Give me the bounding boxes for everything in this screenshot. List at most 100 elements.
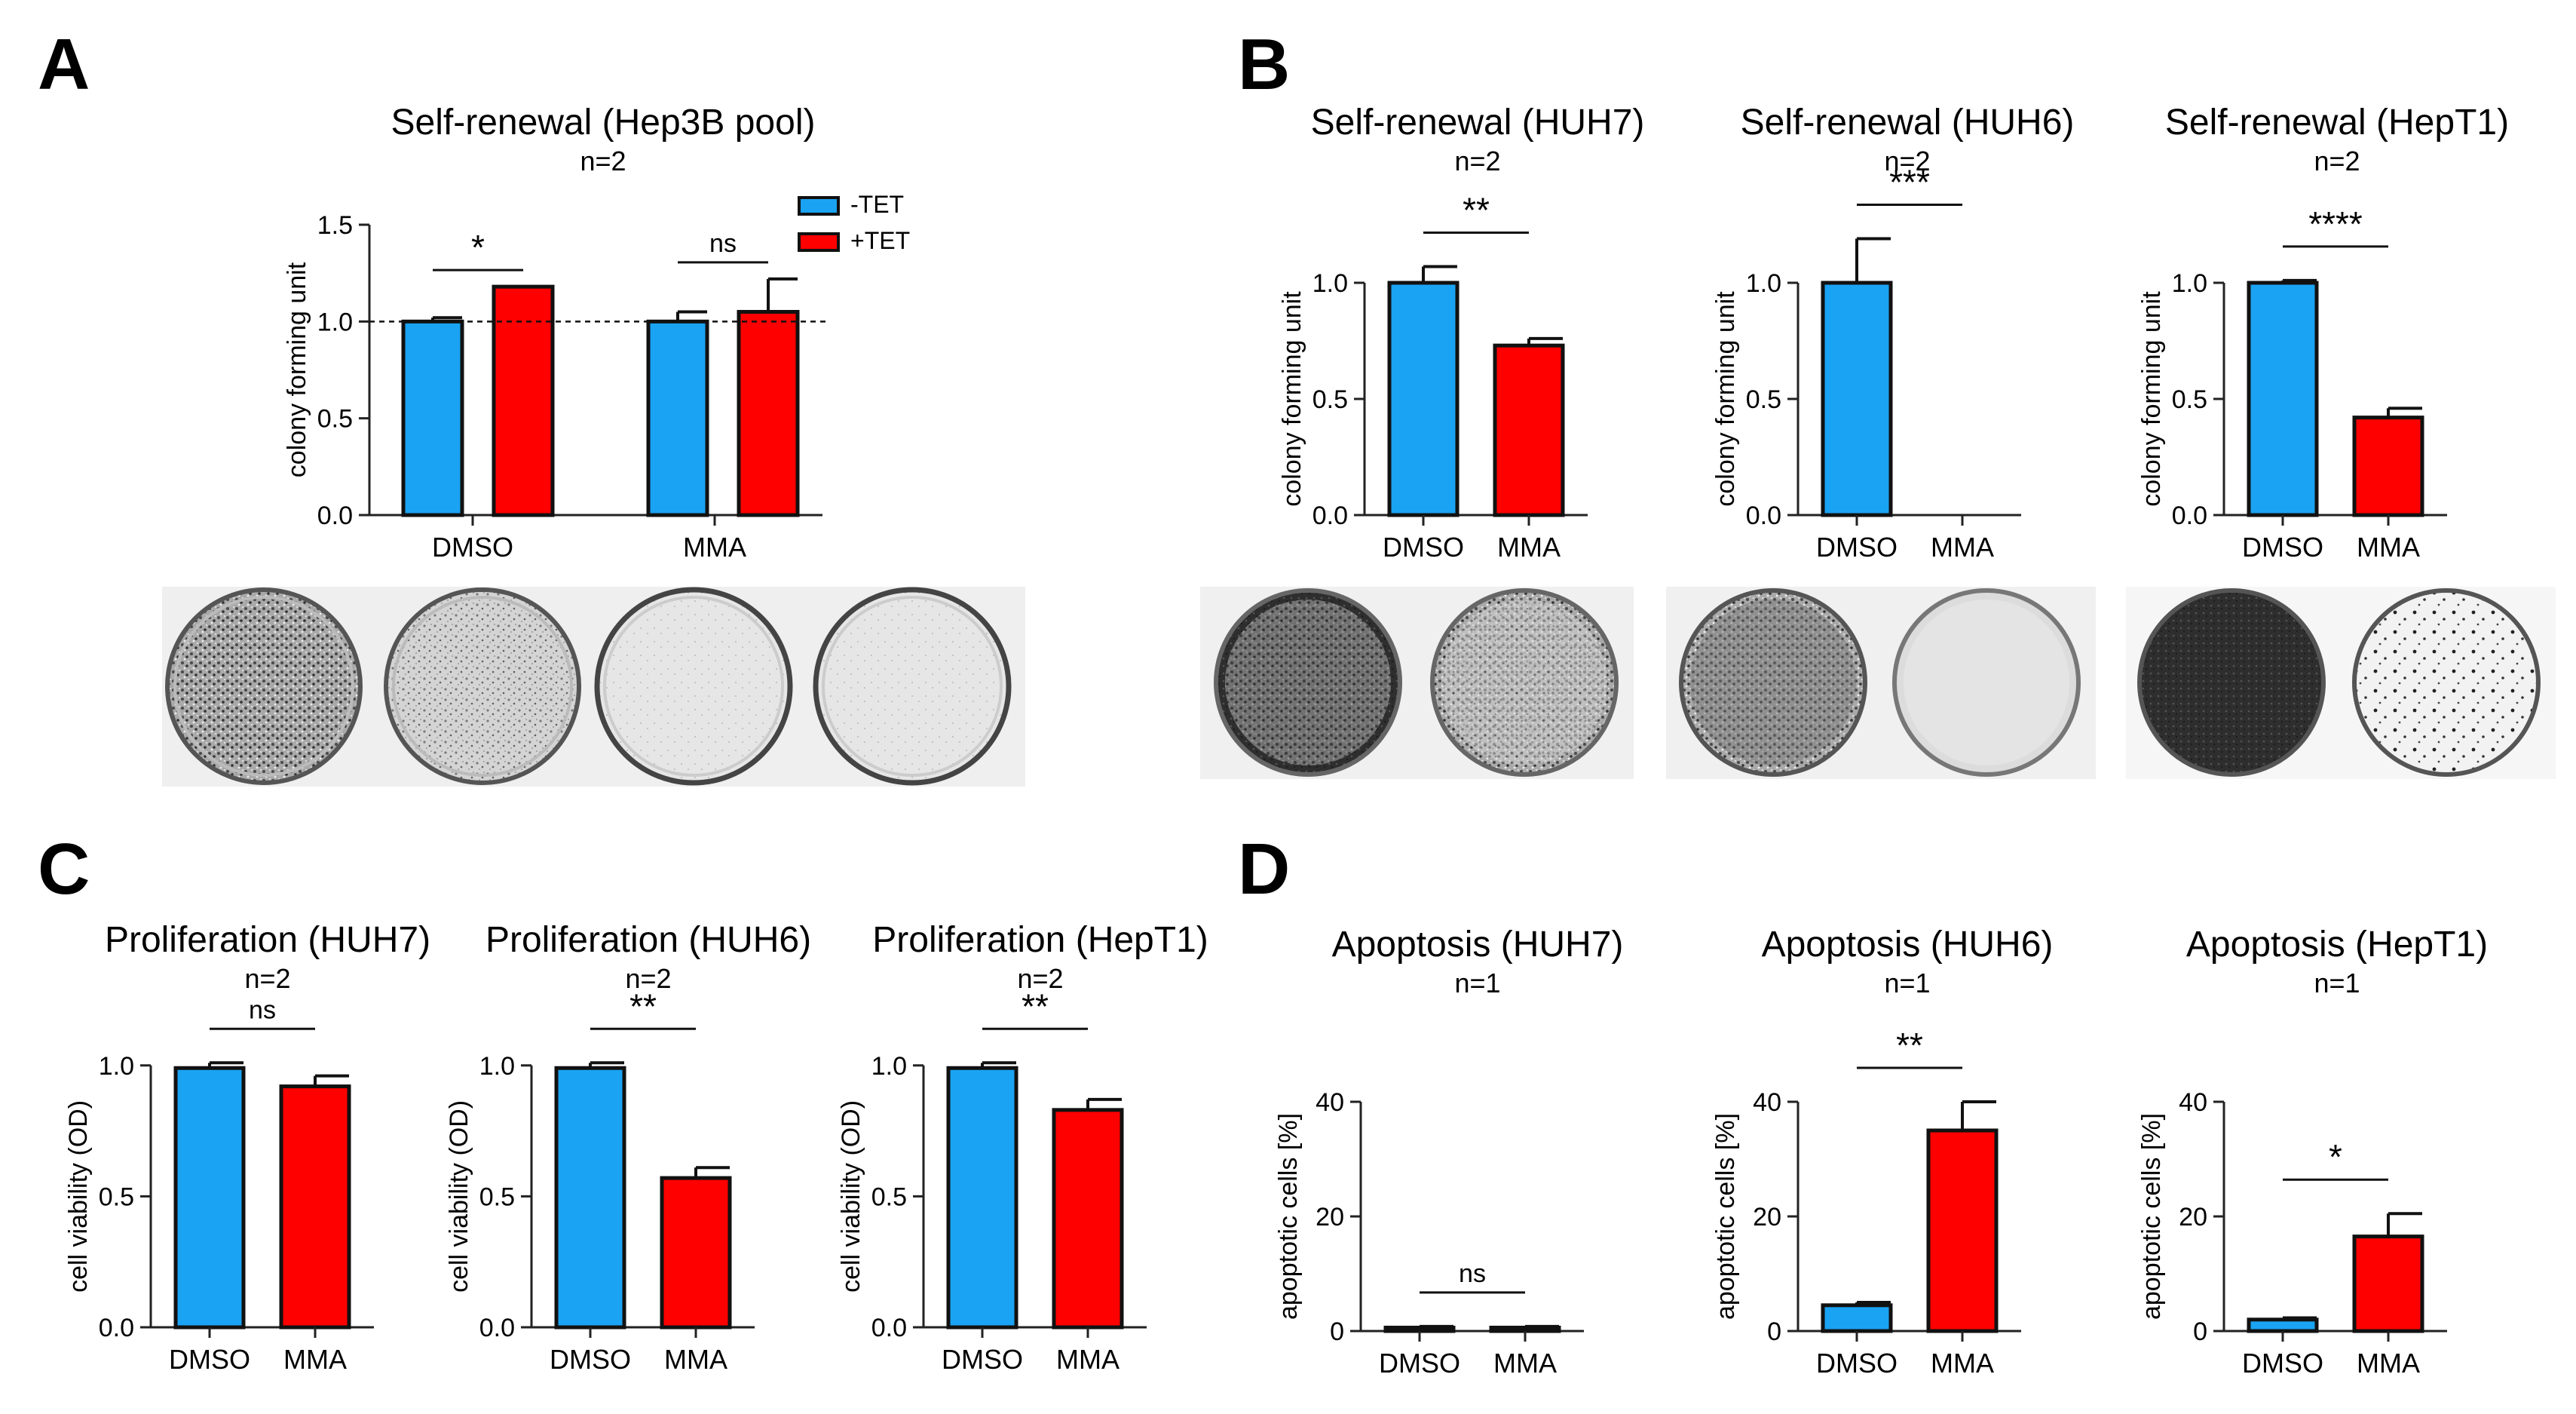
significance-marker: **: [629, 986, 657, 1026]
y-tick-label: 1.0: [1746, 269, 1781, 298]
bar: [1821, 1303, 1893, 1333]
y-tick-label: 0.0: [479, 1314, 515, 1342]
y-tick-label: 0.5: [317, 405, 353, 434]
x-tick-label: DMSO: [942, 1344, 1023, 1375]
legend-label: +TET: [850, 227, 910, 254]
chart-subtitle: n=2: [580, 146, 626, 176]
y-tick-label: 40: [1753, 1088, 1781, 1117]
chart-title: Proliferation (HUH7): [105, 920, 430, 960]
x-tick-label: MMA: [664, 1344, 727, 1375]
y-tick-label: 0: [2193, 1317, 2207, 1346]
significance-marker: ns: [249, 995, 276, 1024]
x-tick-label: DMSO: [432, 532, 513, 563]
y-axis-label: colony forming unit: [2137, 291, 2166, 507]
chart-subtitle: n=2: [244, 963, 290, 994]
x-tick-label: DMSO: [1379, 1348, 1460, 1379]
bar: [492, 284, 555, 517]
x-tick-label: MMA: [683, 532, 746, 563]
x-tick-label: MMA: [283, 1344, 347, 1375]
panel-letter-c: C: [38, 829, 90, 909]
legend-label: -TET: [850, 191, 904, 218]
bar: [1052, 1108, 1124, 1330]
bar: [946, 1066, 1018, 1330]
x-tick-label: DMSO: [1383, 532, 1464, 563]
x-tick-label: DMSO: [2242, 1348, 2323, 1379]
x-tick-label: MMA: [1056, 1344, 1120, 1375]
chart-subtitle: n=1: [1884, 968, 1930, 998]
bar: [737, 310, 800, 517]
x-tick-label: MMA: [2357, 532, 2420, 563]
bar: [1493, 343, 1565, 517]
chart-subtitle: n=1: [2314, 968, 2360, 998]
y-tick-label: 0.0: [99, 1314, 134, 1342]
y-tick-label: 0.5: [1746, 385, 1781, 414]
y-axis-label: cell viability (OD): [64, 1100, 93, 1293]
bar: [401, 319, 464, 517]
y-tick-label: 20: [2179, 1203, 2207, 1231]
colony-image-huh7: [1200, 587, 1634, 779]
colony-well: [813, 587, 1012, 786]
chart-subtitle: n=2: [2314, 146, 2360, 176]
colony-well: [2352, 588, 2541, 777]
y-tick-label: 1.0: [1313, 269, 1348, 298]
significance-marker: *: [471, 228, 485, 267]
y-axis-label: colony forming unit: [1711, 291, 1740, 507]
chart-apoptosis-huh6: Apoptosis (HUH6)n=1 0 20 40 apoptotic cells …: [1711, 925, 2053, 1379]
significance-marker: ns: [1459, 1259, 1486, 1288]
x-tick-label: DMSO: [550, 1344, 631, 1375]
x-tick-label: MMA: [1931, 532, 1994, 563]
bar: [1387, 281, 1460, 517]
bar: [660, 1176, 732, 1330]
y-tick-label: 0.5: [479, 1182, 515, 1211]
chart-title: Apoptosis (HUH7): [1332, 925, 1624, 965]
chart-subtitle: n=1: [1454, 968, 1500, 998]
chart-subtitle: n=2: [1017, 963, 1063, 994]
chart-subtitle: n=2: [625, 963, 671, 994]
y-axis-label: colony forming unit: [283, 262, 311, 477]
x-tick-label: MMA: [2357, 1348, 2420, 1379]
y-axis-label: apoptotic cells [%]: [1711, 1113, 1740, 1320]
chart-apoptosis-huh7: Apoptosis (HUH7)n=1 0 20 40 apoptotic cells …: [1274, 925, 1623, 1379]
y-tick-label: 0.5: [2172, 385, 2207, 414]
y-tick-label: 0.0: [871, 1314, 907, 1342]
significance-marker: **: [1022, 986, 1049, 1026]
significance-marker: ***: [1889, 162, 1930, 201]
y-axis-label: cell viability (OD): [837, 1100, 865, 1293]
colony-image-hep3b: [162, 587, 1025, 787]
significance-marker: **: [1896, 1026, 1923, 1065]
colony-well: [2137, 588, 2326, 777]
y-tick-label: 0.5: [1313, 385, 1348, 414]
legend-swatch: [798, 196, 840, 216]
y-tick-label: 0.0: [317, 501, 353, 530]
chart-self-renewal-hep3b: Self-renewal (Hep3B pool)n=2 0.0 0.5 1.0 1.5…: [283, 103, 910, 563]
y-axis-label: colony forming unit: [1278, 291, 1306, 507]
bar: [173, 1066, 246, 1330]
chart-subtitle: n=2: [1884, 146, 1930, 176]
colony-image-hept1: [2126, 587, 2556, 779]
bar: [1926, 1128, 1999, 1333]
bar: [2247, 1317, 2319, 1333]
x-tick-label: DMSO: [1816, 532, 1898, 563]
chart-title: Apoptosis (HUH6): [1762, 925, 2054, 965]
bar: [1821, 281, 1893, 517]
y-tick-label: 0.5: [871, 1182, 907, 1211]
y-tick-label: 1.0: [479, 1052, 515, 1081]
colony-well: [384, 587, 581, 785]
significance-marker: ns: [709, 229, 737, 258]
y-tick-label: 1.0: [99, 1052, 134, 1081]
chart-subtitle: n=2: [1454, 146, 1500, 176]
y-tick-label: 0: [1767, 1317, 1781, 1346]
y-axis-label: apoptotic cells [%]: [2137, 1113, 2166, 1320]
colony-well: [594, 587, 793, 786]
y-tick-label: 1.0: [2172, 269, 2207, 298]
chart-apoptosis-hept1: Apoptosis (HepT1)n=1 0 20 40 apoptotic cells…: [2137, 925, 2488, 1379]
significance-marker: **: [1463, 190, 1490, 229]
y-axis-label: apoptotic cells [%]: [1274, 1113, 1303, 1320]
significance-marker: ****: [2308, 204, 2363, 244]
